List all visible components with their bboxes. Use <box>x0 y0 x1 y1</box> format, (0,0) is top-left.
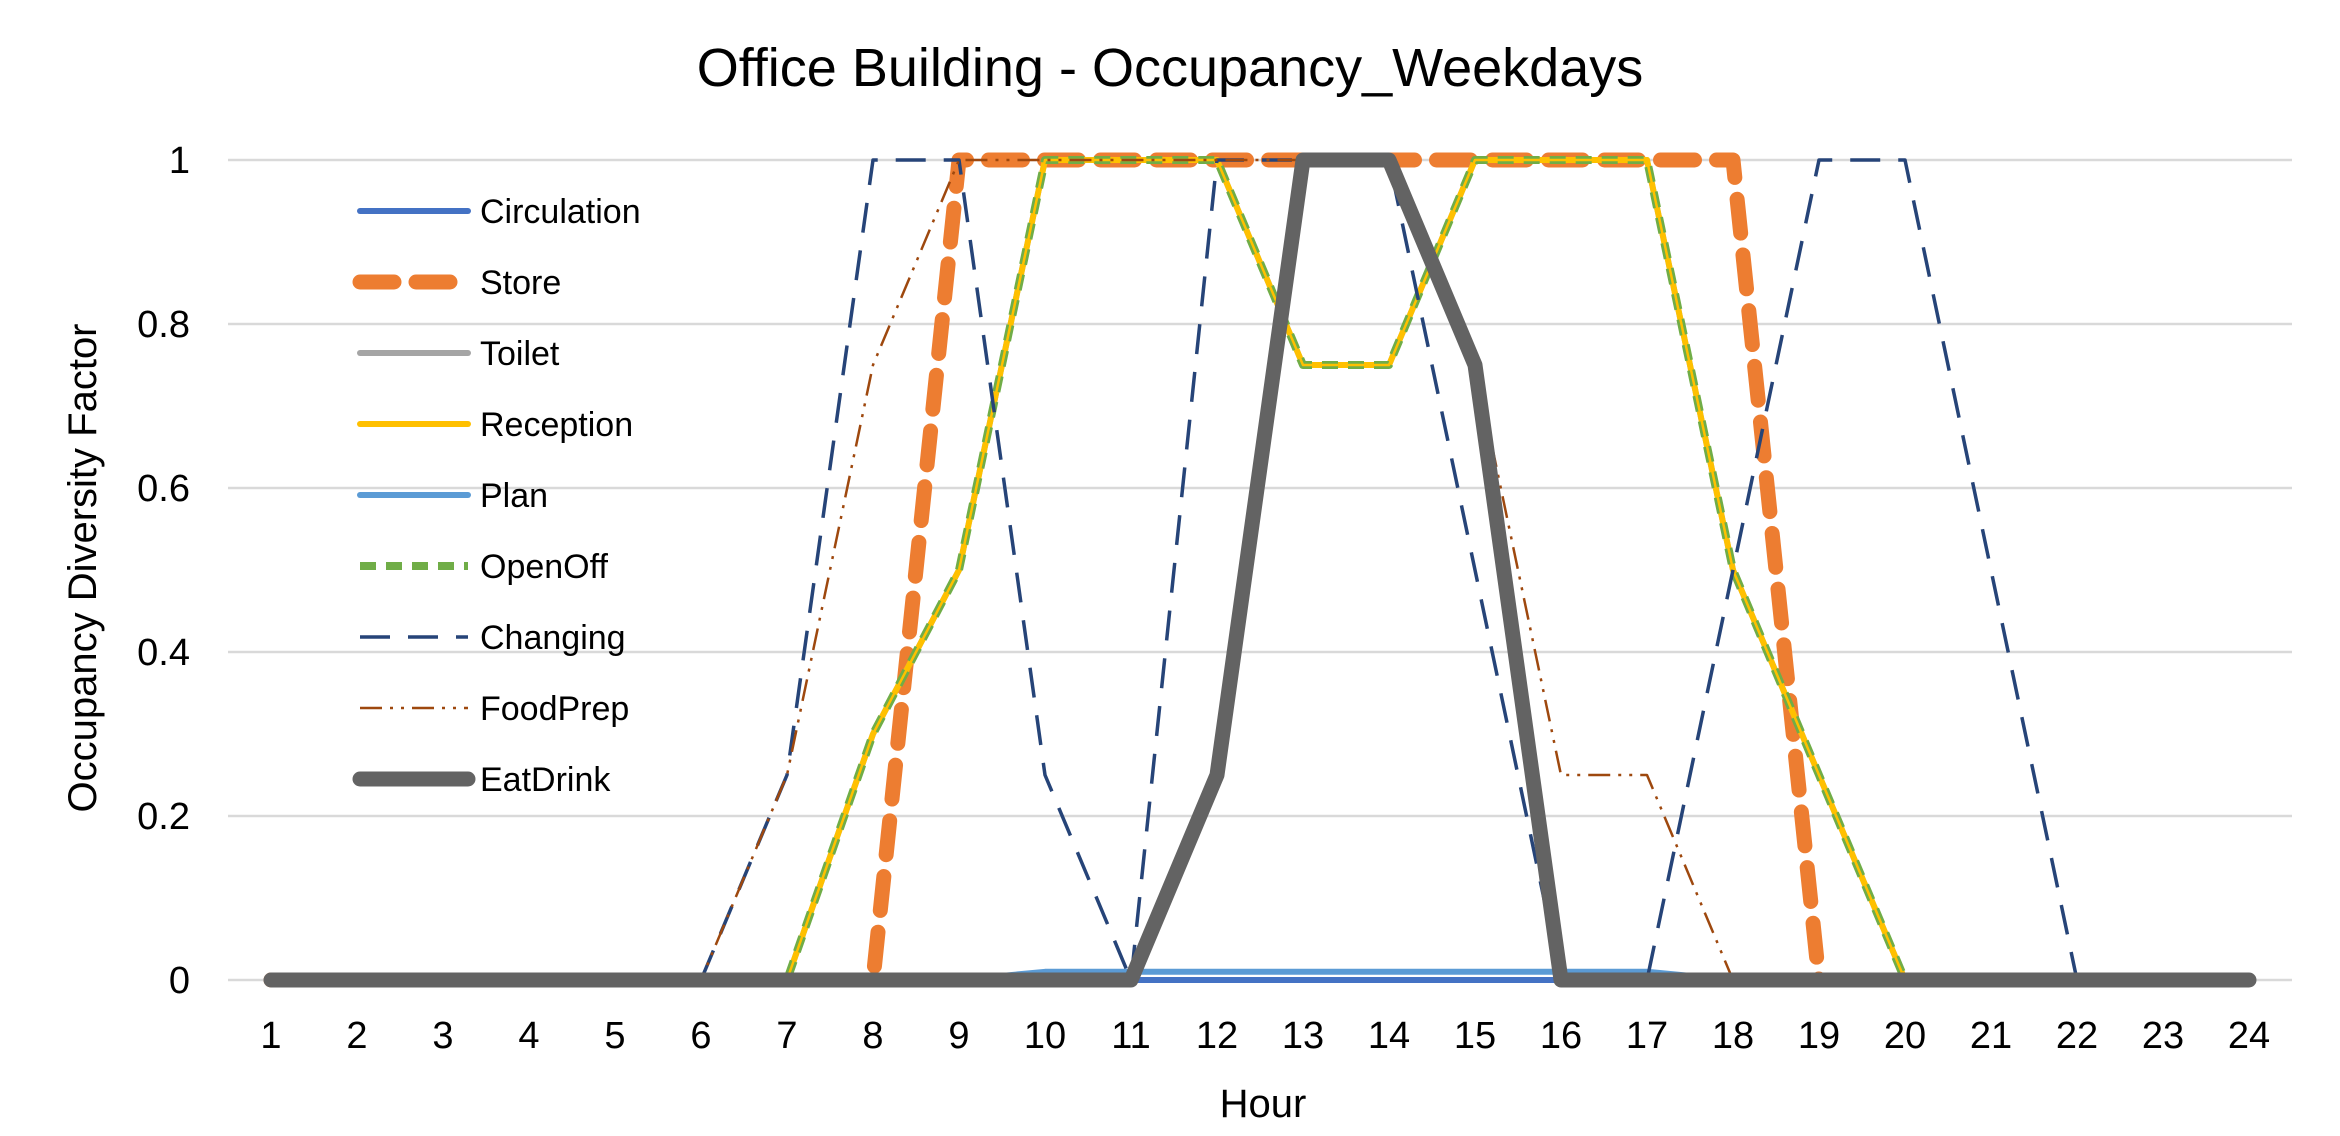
legend-label-changing: Changing <box>480 619 626 657</box>
x-tick-label: 7 <box>776 1015 797 1057</box>
x-tick-label: 15 <box>1454 1015 1496 1057</box>
x-tick-label: 4 <box>518 1015 539 1057</box>
x-tick-label: 8 <box>862 1015 883 1057</box>
legend-label-toilet: Toilet <box>480 335 560 373</box>
legend: Circulation Store Toilet Reception Plan OpenO… <box>352 193 641 799</box>
x-tick-label: 22 <box>2056 1015 2098 1057</box>
x-tick-label: 11 <box>1111 1015 1150 1057</box>
x-tick-label: 21 <box>1970 1015 2012 1057</box>
x-tick-label: 1 <box>260 1015 281 1057</box>
y-tick-label: 0.4 <box>137 632 190 674</box>
legend-label-reception: Reception <box>480 406 633 444</box>
x-tick-label: 19 <box>1798 1015 1840 1057</box>
y-tick-label: 0.8 <box>137 304 190 346</box>
x-tick-label: 13 <box>1282 1015 1324 1057</box>
x-axis-ticks: 1 2 3 4 5 6 7 8 9 10 11 12 13 14 15 16 17 18 19 20 21 22 23 24 <box>260 1015 2270 1057</box>
y-axis-ticks: 0 0.2 0.4 0.6 0.8 1 <box>137 140 190 1002</box>
x-tick-label: 20 <box>1884 1015 1926 1057</box>
x-tick-label: 5 <box>604 1015 625 1057</box>
x-tick-label: 6 <box>690 1015 711 1057</box>
x-tick-label: 2 <box>346 1015 367 1057</box>
legend-label-store: Store <box>480 264 561 302</box>
x-tick-label: 14 <box>1368 1015 1410 1057</box>
x-tick-label: 12 <box>1196 1015 1238 1057</box>
chart-title: Office Building - Occupancy_Weekdays <box>697 38 1643 98</box>
legend-label-foodprep: FoodPrep <box>480 690 629 728</box>
y-tick-label: 0.2 <box>137 796 190 838</box>
y-axis-title: Occupancy Diversity Factor <box>61 323 105 812</box>
x-axis-title: Hour <box>1220 1082 1307 1126</box>
series-lines <box>263 152 2257 988</box>
x-tick-label: 3 <box>432 1015 453 1057</box>
x-tick-label: 9 <box>948 1015 969 1057</box>
x-tick-label: 23 <box>2142 1015 2184 1057</box>
series-line-eatdrink <box>263 152 2257 988</box>
legend-label-openoff: OpenOff <box>480 548 608 586</box>
legend-label-circulation: Circulation <box>480 193 641 231</box>
x-tick-label: 16 <box>1540 1015 1582 1057</box>
y-tick-label: 0 <box>169 960 190 1002</box>
y-tick-label: 0.6 <box>137 468 190 510</box>
x-tick-label: 10 <box>1024 1015 1066 1057</box>
x-tick-label: 17 <box>1626 1015 1668 1057</box>
series-line-changing <box>271 158 2249 982</box>
x-tick-label: 18 <box>1712 1015 1754 1057</box>
y-tick-label: 1 <box>169 140 190 182</box>
legend-label-eatdrink: EatDrink <box>480 761 611 799</box>
legend-label-plan: Plan <box>480 477 548 515</box>
x-tick-label: 24 <box>2228 1015 2270 1057</box>
